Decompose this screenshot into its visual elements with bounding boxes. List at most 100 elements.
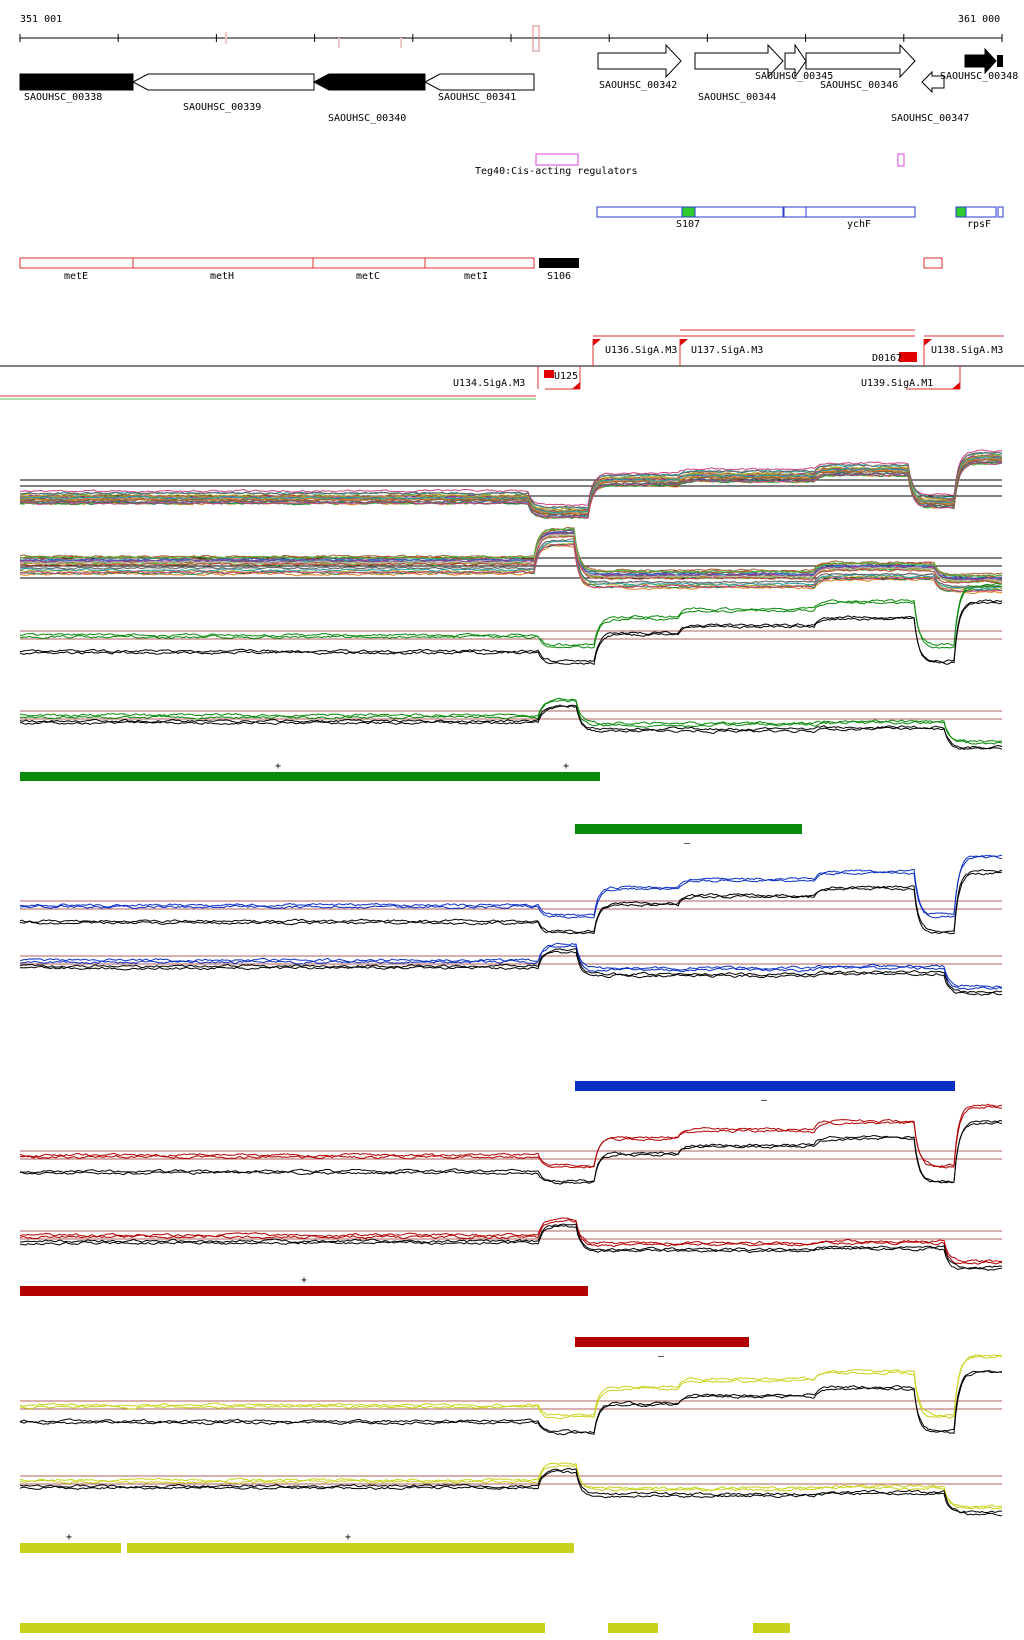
tss-label: U138.SigA.M3 (931, 345, 1003, 356)
tss-label: D0167 (872, 353, 902, 364)
expression-trace (19, 944, 1003, 991)
operon-label: metI (464, 271, 488, 282)
operon-label: S107 (676, 219, 700, 230)
segment-bars[interactable]: + + – – + – + + (20, 761, 955, 1633)
expression-trace (19, 699, 1003, 745)
expression-trace (19, 1355, 1003, 1420)
segment-bar-blue[interactable] (575, 1081, 955, 1091)
tss-label: U137.SigA.M3 (691, 345, 763, 356)
expression-trace (19, 950, 1003, 996)
operon-label: metE (64, 271, 88, 282)
expression-trace (19, 456, 1003, 514)
tss-label: U136.SigA.M3 (605, 345, 677, 356)
expression-trace (19, 1470, 1003, 1517)
expression-trace (19, 528, 1003, 578)
gene-arrow[interactable] (131, 73, 315, 91)
expression-trace (19, 1370, 1003, 1436)
regulator-box[interactable] (897, 153, 905, 167)
expression-trace (19, 451, 1002, 509)
expression-trace (19, 530, 1003, 580)
expression-trace (19, 869, 1003, 934)
operon-label: metC (356, 271, 380, 282)
expression-trace (19, 948, 1003, 994)
strand-mark: + (301, 1275, 307, 1286)
expression-trace (19, 457, 1003, 514)
expression-trace (19, 1103, 1003, 1168)
gene-arrow[interactable] (423, 73, 535, 91)
segment-bar-green[interactable] (20, 772, 600, 781)
segment-bar-yellow[interactable] (127, 1543, 574, 1553)
strand-mark: – (684, 838, 691, 849)
regulator-box[interactable] (535, 153, 579, 166)
gene-arrow[interactable] (784, 43, 807, 79)
segment-bar-yellow[interactable] (20, 1623, 545, 1633)
expression-trace (20, 871, 1003, 935)
expression-trace (19, 854, 1003, 917)
segment-bar-red[interactable] (20, 1286, 588, 1296)
gene-arrow[interactable] (964, 47, 997, 75)
gene-arrow[interactable] (805, 43, 916, 79)
ruler-end-label: 361 000 (958, 14, 1000, 25)
gene-arrow[interactable] (921, 70, 945, 94)
expression-trace (19, 1464, 1003, 1510)
segment-bar-yellow[interactable] (608, 1623, 658, 1633)
segment-bar-yellow[interactable] (20, 1543, 121, 1553)
operon-label: ychF (847, 219, 871, 230)
gene-arrow[interactable] (312, 73, 426, 91)
gene-track[interactable]: SAOUHSC_00338 SAOUHSC_00339 SAOUHSC_0034… (19, 43, 1018, 124)
gene-label: SAOUHSC_00346 (820, 80, 898, 91)
expression-trace (19, 461, 1003, 519)
expression-trace (19, 601, 1003, 666)
operon-label: rpsF (967, 219, 991, 230)
segment-label: S106 (547, 271, 571, 282)
expression-trace (20, 705, 1003, 750)
gene-label: SAOUHSC_00338 (24, 92, 102, 103)
operon-track-blue[interactable]: S107 ychF rpsF (596, 206, 1004, 230)
expression-trace (19, 531, 1003, 581)
gene-arrow[interactable] (19, 73, 134, 91)
expression-trace (19, 454, 1003, 513)
strand-mark: – (658, 1351, 665, 1362)
expression-trace (19, 855, 1003, 919)
gene-label: SAOUHSC_00345 (755, 71, 833, 82)
expression-trace (19, 1462, 1003, 1508)
expression-trace (20, 1121, 1003, 1185)
expression-trace (19, 1219, 1003, 1265)
regulator-track[interactable]: Teg40:Cis-acting regulators (475, 153, 905, 177)
operon-track-red[interactable]: metE metH metC metI S106 (19, 257, 943, 282)
expression-plots (19, 449, 1003, 1517)
expression-trace (19, 538, 1003, 588)
expression-trace (19, 585, 1003, 649)
expression-trace (19, 540, 1003, 591)
expression-trace (19, 461, 1003, 519)
coordinate-ruler: 351 001 361 000 (19, 14, 1003, 52)
expression-trace (19, 543, 1003, 593)
expression-trace (19, 582, 1003, 647)
expression-trace (19, 704, 1003, 750)
gene-label: SAOUHSC_00341 (438, 92, 516, 103)
strand-mark: + (275, 761, 281, 772)
operon-label: metH (210, 271, 234, 282)
segment-bar-green[interactable] (575, 824, 802, 834)
tss-label: U139.SigA.M1 (861, 378, 933, 389)
segment-bar-red[interactable] (575, 1337, 749, 1347)
expression-trace (19, 533, 1003, 583)
tss-label: U125 (554, 371, 578, 382)
strand-mark: – (761, 1095, 768, 1106)
expression-trace (19, 1467, 1003, 1514)
gene-label: SAOUHSC_00339 (183, 102, 261, 113)
strand-mark: + (345, 1532, 351, 1543)
expression-trace (19, 460, 1003, 517)
expression-trace (19, 526, 1003, 576)
gene-label: SAOUHSC_00344 (698, 92, 776, 103)
tss-track[interactable]: U136.SigA.M3 U137.SigA.M3 U138.SigA.M3 U… (0, 329, 1024, 400)
gene-arrow[interactable] (694, 43, 784, 79)
gene-label: SAOUHSC_00347 (891, 113, 969, 124)
segment-bar-yellow[interactable] (753, 1623, 790, 1633)
expression-trace (19, 1105, 1003, 1169)
expression-trace (19, 1217, 1003, 1263)
gene-label: SAOUHSC_00348 (940, 71, 1018, 82)
gene-label: SAOUHSC_00342 (599, 80, 677, 91)
gene-arrow[interactable] (597, 43, 682, 79)
